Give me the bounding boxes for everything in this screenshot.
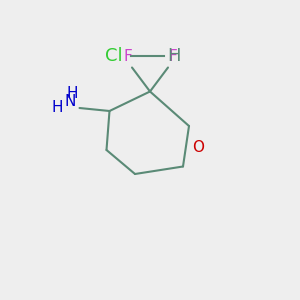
Text: O: O — [192, 140, 204, 154]
Text: H: H — [167, 46, 181, 64]
Text: Cl: Cl — [105, 46, 123, 64]
Text: H: H — [66, 85, 78, 100]
Text: F: F — [123, 50, 132, 64]
Text: F: F — [168, 50, 177, 64]
Text: N: N — [65, 94, 76, 110]
Text: H: H — [51, 100, 63, 116]
